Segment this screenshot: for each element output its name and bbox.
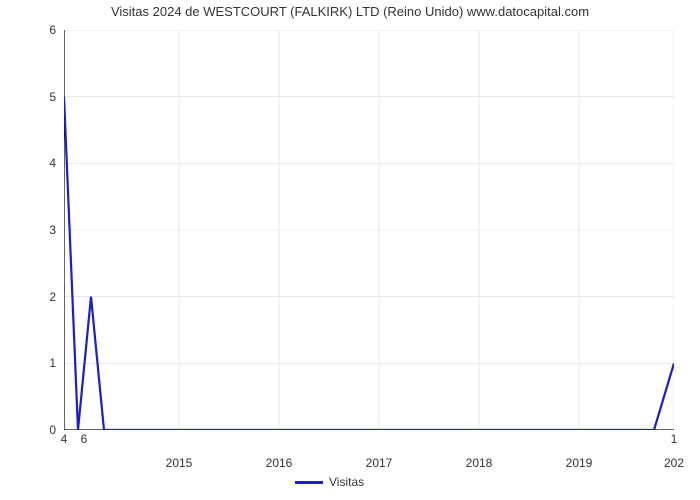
- x-tick-label: 2016: [266, 456, 293, 470]
- series-data-label: 4: [61, 432, 68, 446]
- legend-label: Visitas: [329, 475, 364, 489]
- series-data-label: 1: [671, 432, 678, 446]
- y-tick-label: 1: [49, 356, 56, 370]
- plot-area: [64, 30, 674, 430]
- series-data-label: 6: [81, 432, 88, 446]
- x-tick-label: 2015: [166, 456, 193, 470]
- x-tick-label: 2019: [566, 456, 593, 470]
- y-tick-label: 6: [49, 23, 56, 37]
- y-tick-label: 3: [49, 223, 56, 237]
- legend-swatch: [295, 481, 323, 484]
- y-tick-label: 2: [49, 290, 56, 304]
- x-tick-label: 2017: [366, 456, 393, 470]
- y-tick-label: 4: [49, 156, 56, 170]
- x-tick-label: 2018: [466, 456, 493, 470]
- chart-title: Visitas 2024 de WESTCOURT (FALKIRK) LTD …: [0, 4, 700, 19]
- legend: Visitas: [295, 475, 364, 489]
- y-tick-label: 0: [49, 423, 56, 437]
- y-tick-label: 5: [49, 90, 56, 104]
- x-tick-label: 202: [664, 456, 684, 470]
